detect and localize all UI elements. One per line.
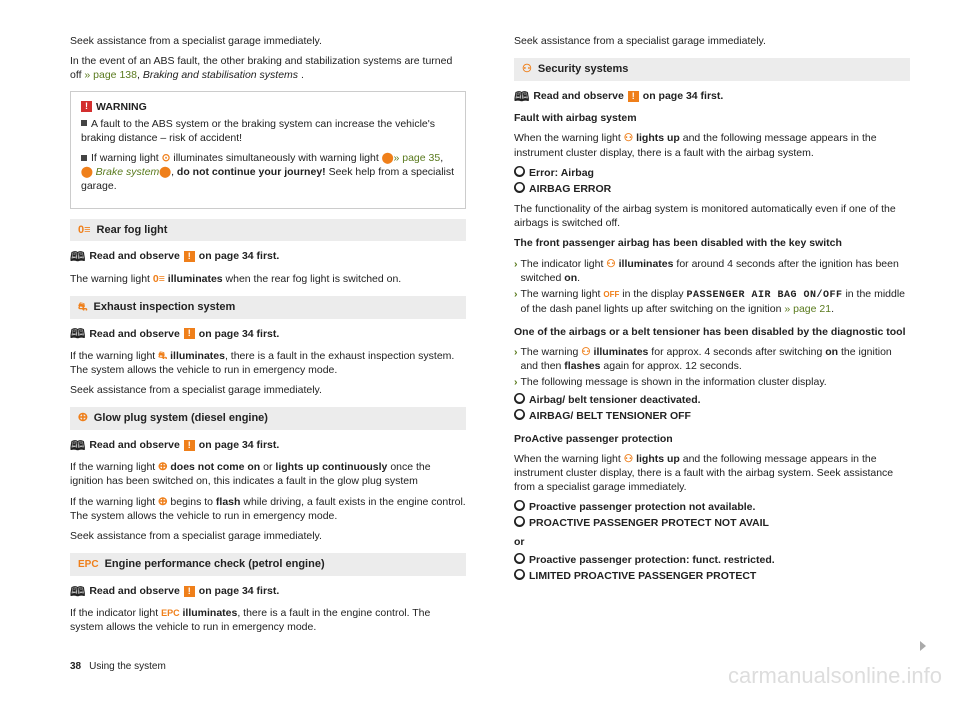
- caution-icon: !: [628, 91, 639, 102]
- message-row: ⬤Proactive passenger protection not avai…: [514, 500, 910, 514]
- warn-dot-icon: ⬤: [159, 166, 171, 178]
- square-bullet-icon: [81, 120, 87, 126]
- display-b-icon: ⬤: [514, 409, 525, 420]
- page: Seek assistance from a specialist garage…: [0, 0, 960, 651]
- display-a-icon: ⬤: [514, 500, 525, 511]
- engine-icon: ⛐: [78, 300, 88, 315]
- proactive-heading: ProActive passenger protection: [514, 432, 910, 446]
- read-observe: 🕮 Read and observe ! on page 34 first.: [514, 89, 910, 103]
- display-a-icon: ⬤: [514, 393, 525, 404]
- page-link[interactable]: » page 35: [393, 152, 440, 164]
- glow-text1: If the warning light ⴲ does not come on …: [70, 460, 466, 488]
- section-exhaust: ⛐ Exhaust inspection system: [70, 296, 466, 319]
- airbag-light-icon: ⚇: [624, 132, 633, 144]
- brake-icon: ⬤: [81, 166, 93, 178]
- page-footer: 38 Using the system: [70, 660, 166, 674]
- square-bullet-icon: [81, 155, 87, 161]
- caution-icon: !: [184, 328, 195, 339]
- left-column: Seek assistance from a specialist garage…: [70, 34, 466, 641]
- diag-heading: One of the airbags or a belt tensioner h…: [514, 325, 910, 339]
- page-link[interactable]: » page 138: [84, 69, 137, 81]
- display-b-icon: ⬤: [514, 569, 525, 580]
- section-glow: ⴲ Glow plug system (diesel engine): [70, 407, 466, 430]
- fault-text: When the warning light ⚇ lights up and t…: [514, 131, 910, 159]
- warn-bullet1: A fault to the ABS system or the braking…: [81, 117, 455, 145]
- book-icon: 🕮: [70, 327, 85, 340]
- off-icon: OFF: [603, 290, 619, 299]
- message-row: ⬤Error: Airbag: [514, 166, 910, 180]
- message-row: ⬤LIMITED PROACTIVE PASSENGER PROTECT: [514, 569, 910, 583]
- caution-icon: !: [184, 586, 195, 597]
- seek-assist: Seek assistance from a specialist garage…: [70, 383, 466, 397]
- display-b-icon: ⬤: [514, 182, 525, 193]
- display-a-icon: ⬤: [514, 553, 525, 564]
- section-epc: EPC Engine performance check (petrol eng…: [70, 553, 466, 576]
- book-icon: 🕮: [70, 585, 85, 598]
- chevron-icon: ›: [514, 345, 518, 373]
- chapter-name: Using the system: [89, 661, 166, 672]
- proactive-light-icon: ⚇: [624, 453, 633, 465]
- func-text: The functionality of the airbag system i…: [514, 202, 910, 230]
- read-observe: 🕮 Read and observe ! on page 34 first.: [70, 584, 466, 598]
- epc-light-icon: EPC: [161, 608, 180, 618]
- or-text: or: [514, 535, 910, 549]
- bullet-item: › The warning ⚇ illuminates for approx. …: [514, 345, 910, 373]
- caution-icon: !: [184, 440, 195, 451]
- exhaust-text: If the warning light ⛐ illuminates, ther…: [70, 349, 466, 377]
- left-intro1: Seek assistance from a specialist garage…: [70, 34, 466, 48]
- section-rear-fog: 0≡ Rear fog light: [70, 219, 466, 242]
- epc-icon: EPC: [78, 558, 99, 572]
- chevron-icon: ›: [514, 375, 518, 389]
- rear-fog-light-icon: 0≡: [153, 273, 165, 285]
- message-row: ⬤AIRBAG/ BELT TENSIONER OFF: [514, 409, 910, 423]
- warning-label: ! WARNING: [81, 100, 455, 114]
- brake-light-icon: ⬤: [382, 152, 394, 164]
- warn-bullet2: If warning light ⊙ illuminates simultane…: [81, 151, 455, 194]
- caution-icon: !: [184, 251, 195, 262]
- section-security: ⚇ Security systems: [514, 58, 910, 81]
- page-number: 38: [70, 661, 81, 672]
- chevron-icon: ›: [514, 287, 518, 317]
- proactive-text: When the warning light ⚇ lights up and t…: [514, 452, 910, 495]
- watermark: carmanualsonline.info: [728, 661, 942, 691]
- message-row: ⬤AIRBAG ERROR: [514, 182, 910, 196]
- page-link[interactable]: » page 21: [784, 303, 831, 315]
- engine-light-icon: ⛐: [158, 350, 167, 362]
- bullet-item: › The warning light OFF in the display P…: [514, 287, 910, 317]
- seek-assist: Seek assistance from a specialist garage…: [70, 529, 466, 543]
- airbag-light-icon: ⚇: [581, 346, 590, 358]
- rear-fog-text: The warning light 0≡ illuminates when th…: [70, 272, 466, 286]
- glow-text2: If the warning light ⴲ begins to flash w…: [70, 495, 466, 523]
- chevron-icon: ›: [514, 257, 518, 285]
- read-observe: 🕮 Read and observe ! on page 34 first.: [70, 249, 466, 263]
- epc-text: If the indicator light EPC illuminates, …: [70, 606, 466, 634]
- key-heading: The front passenger airbag has been disa…: [514, 236, 910, 250]
- continue-arrow-icon: [920, 641, 926, 651]
- fault-heading: Fault with airbag system: [514, 111, 910, 125]
- right-column: Seek assistance from a specialist garage…: [514, 34, 910, 641]
- right-intro: Seek assistance from a specialist garage…: [514, 34, 910, 48]
- warning-box: ! WARNING A fault to the ABS system or t…: [70, 91, 466, 209]
- rear-fog-icon: 0≡: [78, 223, 91, 238]
- warning-icon: !: [81, 101, 92, 112]
- left-intro2: In the event of an ABS fault, the other …: [70, 54, 466, 82]
- message-row: ⬤PROACTIVE PASSENGER PROTECT NOT AVAIL: [514, 516, 910, 530]
- glow-plug-icon: ⴲ: [78, 411, 88, 426]
- read-observe: 🕮 Read and observe ! on page 34 first.: [70, 438, 466, 452]
- book-icon: 🕮: [70, 250, 85, 263]
- display-b-icon: ⬤: [514, 516, 525, 527]
- message-row: ⬤Airbag/ belt tensioner deactivated.: [514, 393, 910, 407]
- book-icon: 🕮: [514, 90, 529, 103]
- read-observe: 🕮 Read and observe ! on page 34 first.: [70, 327, 466, 341]
- airbag-icon: ⚇: [522, 62, 532, 77]
- bullet-item: › The indicator light ⚇ illuminates for …: [514, 257, 910, 285]
- display-a-icon: ⬤: [514, 166, 525, 177]
- bullet-item: › The following message is shown in the …: [514, 375, 910, 389]
- message-row: ⬤Proactive passenger protection: funct. …: [514, 553, 910, 567]
- airbag-light-icon: ⚇: [606, 258, 615, 270]
- book-icon: 🕮: [70, 439, 85, 452]
